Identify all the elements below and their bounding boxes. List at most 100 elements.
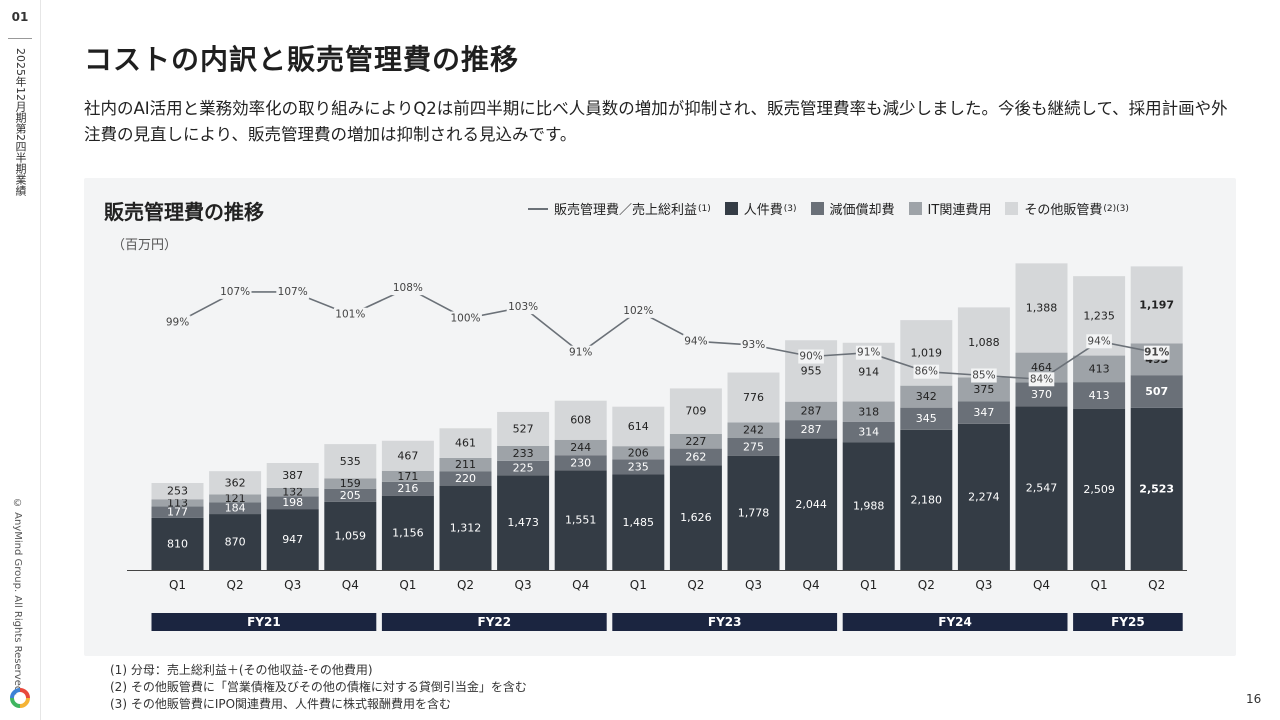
- data-label-personnel: 2,180: [911, 493, 943, 506]
- data-label-depreciation: 413: [1089, 389, 1110, 402]
- bar-segment-depreciation: [1130, 375, 1183, 408]
- bar-segment-depreciation: [151, 506, 204, 518]
- data-label-other: 614: [628, 420, 649, 433]
- data-label-personnel: 1,156: [392, 526, 424, 539]
- ratio-label: 101%: [335, 309, 365, 321]
- ratio-label: 107%: [278, 286, 308, 298]
- fiscal-year-label: FY25: [1111, 615, 1145, 629]
- bar-segment-it: [497, 445, 550, 461]
- legend-label: 人件費: [743, 203, 783, 218]
- data-label-depreciation: 347: [973, 406, 994, 419]
- footnote-3: (3) その他販管費にIPO関連費用、人件費に株式報酬費用を含む: [110, 697, 452, 711]
- anymind-logo-icon: [10, 688, 30, 708]
- bar-segment-depreciation: [1015, 382, 1068, 407]
- legend-item-depreciation: 減価償却費: [810, 199, 895, 218]
- bar-segment-personnel: [957, 423, 1010, 570]
- data-label-personnel: 1,473: [507, 516, 539, 529]
- bar-segment-depreciation: [497, 460, 550, 476]
- page-title: コストの内訳と販売管理費の推移: [84, 43, 520, 76]
- data-label-other: 387: [282, 469, 303, 482]
- bar-segment-depreciation: [439, 471, 492, 486]
- data-label-other: 914: [858, 366, 879, 379]
- bar-segment-it: [381, 470, 434, 482]
- bar-segment-depreciation: [1073, 382, 1126, 409]
- data-label-depreciation: 370: [1031, 388, 1052, 401]
- fiscal-year-band: [381, 613, 607, 631]
- bar-segment-personnel: [497, 475, 550, 570]
- lead-paragraph: 社内のAI活用と業務効率化の取り組みによりQ2は前四半期に比べ人員数の増加が抑制…: [84, 99, 1228, 144]
- data-label-depreciation: 205: [340, 489, 361, 502]
- data-label-depreciation: 345: [916, 412, 937, 425]
- ratio-label: 84%: [1030, 373, 1053, 385]
- chart-legend: 販売管理費／売上総利益 (1) 人件費 (3) 減価償却費 IT関連費用 その他販管…: [528, 199, 1143, 218]
- data-label-other: 535: [340, 455, 361, 468]
- bar-segment-personnel: [842, 442, 895, 570]
- x-tick-label: Q2: [918, 578, 935, 592]
- fiscal-year-label: FY23: [708, 615, 742, 629]
- bar-segment-other: [151, 483, 204, 500]
- ratio-label: 102%: [623, 305, 653, 317]
- ratio-label-bg: [971, 368, 997, 383]
- ratio-label: 94%: [1087, 335, 1110, 347]
- ratio-label-bg: [218, 284, 252, 299]
- bar-segment-personnel: [727, 455, 780, 570]
- data-label-personnel: 810: [167, 537, 188, 550]
- data-label-depreciation: 507: [1145, 385, 1168, 398]
- data-label-depreciation: 216: [397, 482, 418, 495]
- legend-label: その他販管費: [1024, 203, 1103, 218]
- ratio-label: 86%: [915, 366, 938, 378]
- footnotes: (1) 分母：売上総利益＋(その他収益-その他費用) (2) その他販管費に「営…: [110, 662, 527, 713]
- bar-segment-it: [439, 457, 492, 472]
- bar-segment-personnel: [669, 465, 722, 570]
- copyright-text: © AnyMind Group. All Rights Reserved.: [12, 498, 23, 696]
- data-label-depreciation: 225: [513, 462, 534, 475]
- bar-segment-other: [381, 440, 434, 471]
- data-label-other: 1,088: [968, 336, 1000, 349]
- ratio-label-bg: [1028, 372, 1055, 387]
- bar-segment-other: [497, 411, 550, 446]
- bar-segment-personnel: [209, 514, 262, 570]
- bar-segment-depreciation: [381, 481, 434, 496]
- ratio-label-bg: [506, 300, 540, 315]
- data-label-it: 342: [916, 390, 937, 403]
- x-tick-label: Q2: [457, 578, 474, 592]
- fiscal-year-band: [151, 613, 377, 631]
- bar-segment-depreciation: [324, 488, 377, 502]
- ratio-label-bg: [449, 311, 482, 326]
- bar-segment-other: [957, 307, 1010, 378]
- x-tick-label: Q4: [572, 578, 589, 592]
- data-label-it: 206: [628, 446, 649, 459]
- ratio-label-bg: [1143, 345, 1170, 360]
- data-label-personnel: 870: [225, 536, 246, 549]
- data-label-other: 709: [685, 405, 706, 418]
- bar-segment-depreciation: [900, 407, 953, 430]
- data-label-depreciation: 262: [685, 451, 706, 464]
- legend-note: (1): [698, 203, 711, 214]
- fiscal-year-band: [1073, 613, 1183, 631]
- x-tick-label: Q4: [803, 578, 820, 592]
- x-tick-label: Q1: [169, 578, 186, 592]
- ratio-label-bg: [798, 349, 824, 364]
- legend-line-swatch: [528, 207, 548, 210]
- data-label-it: 318: [858, 405, 879, 418]
- ratio-label-bg: [276, 284, 310, 299]
- bar-segment-other: [612, 406, 665, 447]
- bar-segment-personnel: [900, 429, 953, 570]
- data-label-depreciation: 275: [743, 440, 764, 453]
- data-label-it: 159: [340, 477, 361, 490]
- ratio-label-bg: [683, 334, 709, 349]
- legend-note: (3): [783, 203, 797, 214]
- legend-swatch: [724, 202, 738, 215]
- data-label-personnel: 1,551: [565, 514, 597, 527]
- ratio-label: 85%: [972, 370, 995, 382]
- fiscal-year-band: [612, 613, 838, 631]
- data-label-other: 955: [801, 364, 822, 377]
- legend-item-ratio: 販売管理費／売上総利益 (1): [528, 199, 711, 218]
- data-label-personnel: 1,626: [680, 511, 712, 524]
- ratio-label: 94%: [684, 335, 707, 347]
- report-label: 2025年12月期第2四半期業績: [14, 48, 27, 196]
- x-tick-label: Q3: [284, 578, 301, 592]
- data-label-it: 171: [397, 470, 418, 483]
- legend-item-personnel: 人件費 (3): [724, 199, 797, 218]
